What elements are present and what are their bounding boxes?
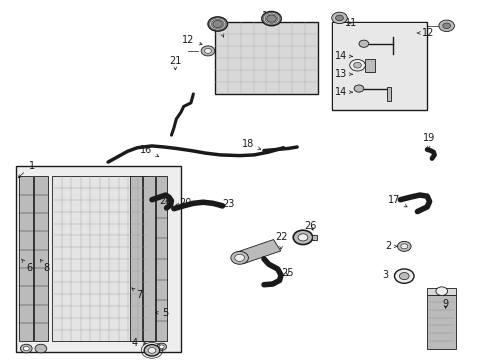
Circle shape — [358, 40, 368, 47]
Circle shape — [201, 46, 214, 56]
Circle shape — [293, 230, 312, 244]
Bar — [386, 87, 390, 101]
Text: 6: 6 — [21, 259, 32, 273]
Text: 22: 22 — [274, 232, 286, 249]
Text: 12: 12 — [416, 28, 434, 38]
Circle shape — [400, 244, 407, 249]
Text: 17: 17 — [387, 195, 406, 207]
Bar — [215, 22, 317, 94]
Circle shape — [353, 85, 363, 92]
Text: 5: 5 — [155, 308, 168, 318]
Text: 3: 3 — [382, 270, 396, 280]
Circle shape — [35, 344, 47, 353]
Bar — [331, 22, 427, 110]
Circle shape — [230, 251, 248, 264]
Text: 4: 4 — [132, 338, 145, 348]
Text: 9: 9 — [442, 299, 448, 309]
Bar — [427, 295, 455, 348]
Circle shape — [298, 234, 307, 241]
Circle shape — [397, 241, 410, 251]
Text: 24: 24 — [159, 196, 171, 206]
Text: 11: 11 — [344, 18, 356, 28]
Text: 23: 23 — [219, 199, 235, 210]
Bar — [34, 176, 48, 341]
Circle shape — [261, 12, 281, 26]
Circle shape — [20, 344, 32, 353]
Circle shape — [148, 347, 156, 353]
Bar — [427, 288, 455, 296]
Text: 26: 26 — [304, 221, 316, 231]
Text: 7: 7 — [131, 288, 142, 300]
Text: 12: 12 — [182, 35, 202, 45]
Text: 15: 15 — [261, 11, 273, 24]
Bar — [365, 59, 374, 72]
Circle shape — [266, 15, 276, 22]
Bar — [20, 176, 33, 341]
Circle shape — [349, 59, 365, 71]
Bar — [52, 176, 147, 341]
Text: 20: 20 — [176, 198, 191, 208]
Circle shape — [207, 17, 227, 31]
Circle shape — [331, 12, 346, 24]
Text: 19: 19 — [422, 133, 434, 149]
Text: 25: 25 — [281, 267, 293, 278]
Circle shape — [394, 269, 413, 283]
Text: 21: 21 — [169, 56, 181, 70]
Text: 16: 16 — [140, 144, 158, 157]
Text: 18: 18 — [242, 139, 260, 149]
Text: 8: 8 — [41, 260, 50, 273]
Bar — [311, 235, 316, 239]
Bar — [236, 239, 280, 264]
Bar — [130, 176, 142, 341]
Bar — [143, 176, 155, 341]
Circle shape — [435, 287, 447, 296]
Circle shape — [234, 254, 244, 261]
Bar — [332, 23, 426, 109]
Text: 13: 13 — [334, 69, 352, 79]
Circle shape — [438, 20, 453, 32]
Text: 10: 10 — [213, 22, 225, 37]
Circle shape — [212, 21, 222, 28]
Bar — [156, 176, 167, 341]
Bar — [16, 166, 181, 352]
Circle shape — [23, 346, 29, 351]
Circle shape — [442, 23, 449, 29]
Text: 14: 14 — [334, 51, 352, 61]
Circle shape — [399, 273, 408, 280]
Circle shape — [144, 345, 160, 356]
Circle shape — [157, 343, 166, 350]
Circle shape — [335, 15, 343, 21]
Circle shape — [353, 62, 361, 68]
Text: 14: 14 — [334, 87, 352, 97]
Text: 2: 2 — [384, 241, 396, 251]
Circle shape — [204, 48, 211, 53]
Circle shape — [159, 345, 164, 348]
Text: 1: 1 — [18, 161, 35, 177]
